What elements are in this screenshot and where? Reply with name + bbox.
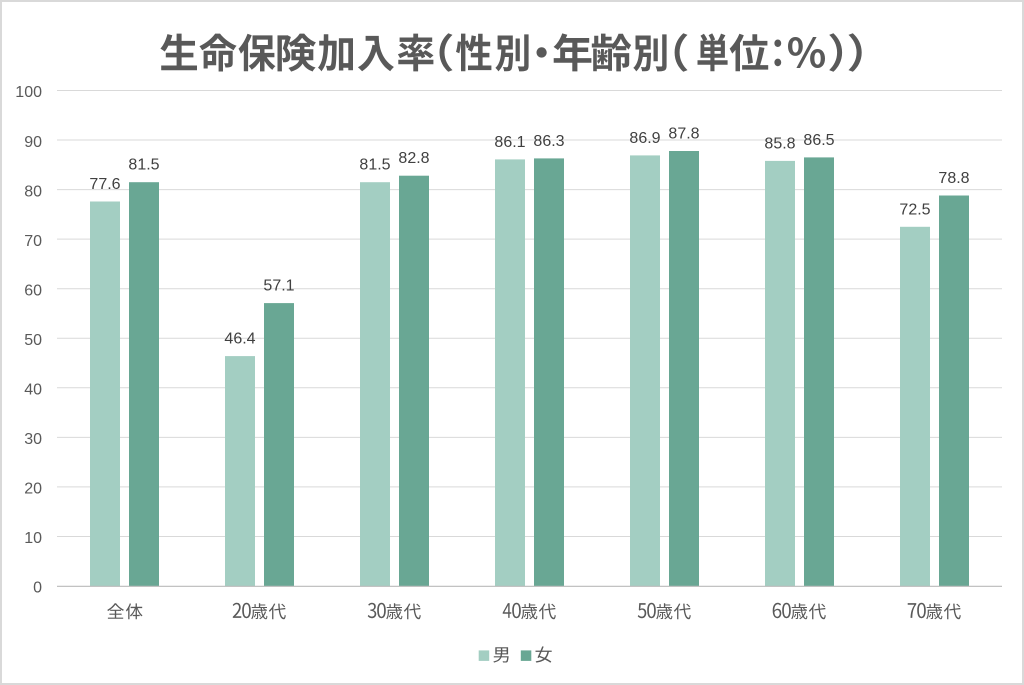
svg-text:57.1: 57.1 (263, 278, 294, 295)
svg-text:86.1: 86.1 (494, 134, 525, 151)
svg-text:87.8: 87.8 (668, 126, 699, 143)
svg-text:82.8: 82.8 (398, 150, 429, 167)
svg-text:86.5: 86.5 (803, 132, 834, 149)
svg-text:60: 60 (24, 282, 42, 299)
svg-text:72.5: 72.5 (899, 201, 930, 218)
svg-text:81.5: 81.5 (359, 157, 390, 174)
svg-text:0: 0 (33, 580, 42, 597)
svg-text:80: 80 (24, 183, 42, 200)
svg-text:77.6: 77.6 (89, 176, 120, 193)
svg-text:78.8: 78.8 (938, 170, 969, 187)
svg-text:86.9: 86.9 (629, 130, 660, 147)
svg-text:86.3: 86.3 (533, 133, 564, 150)
svg-text:46.4: 46.4 (224, 331, 255, 348)
svg-text:81.5: 81.5 (128, 157, 159, 174)
svg-text:10: 10 (24, 530, 42, 547)
svg-text:70: 70 (24, 233, 42, 250)
svg-text:20: 20 (24, 481, 42, 498)
svg-text:100: 100 (15, 84, 42, 101)
svg-text:90: 90 (24, 134, 42, 151)
svg-text:50: 50 (24, 332, 42, 349)
svg-text:30: 30 (24, 431, 42, 448)
svg-text:85.8: 85.8 (764, 135, 795, 152)
svg-text:40: 40 (24, 382, 42, 399)
